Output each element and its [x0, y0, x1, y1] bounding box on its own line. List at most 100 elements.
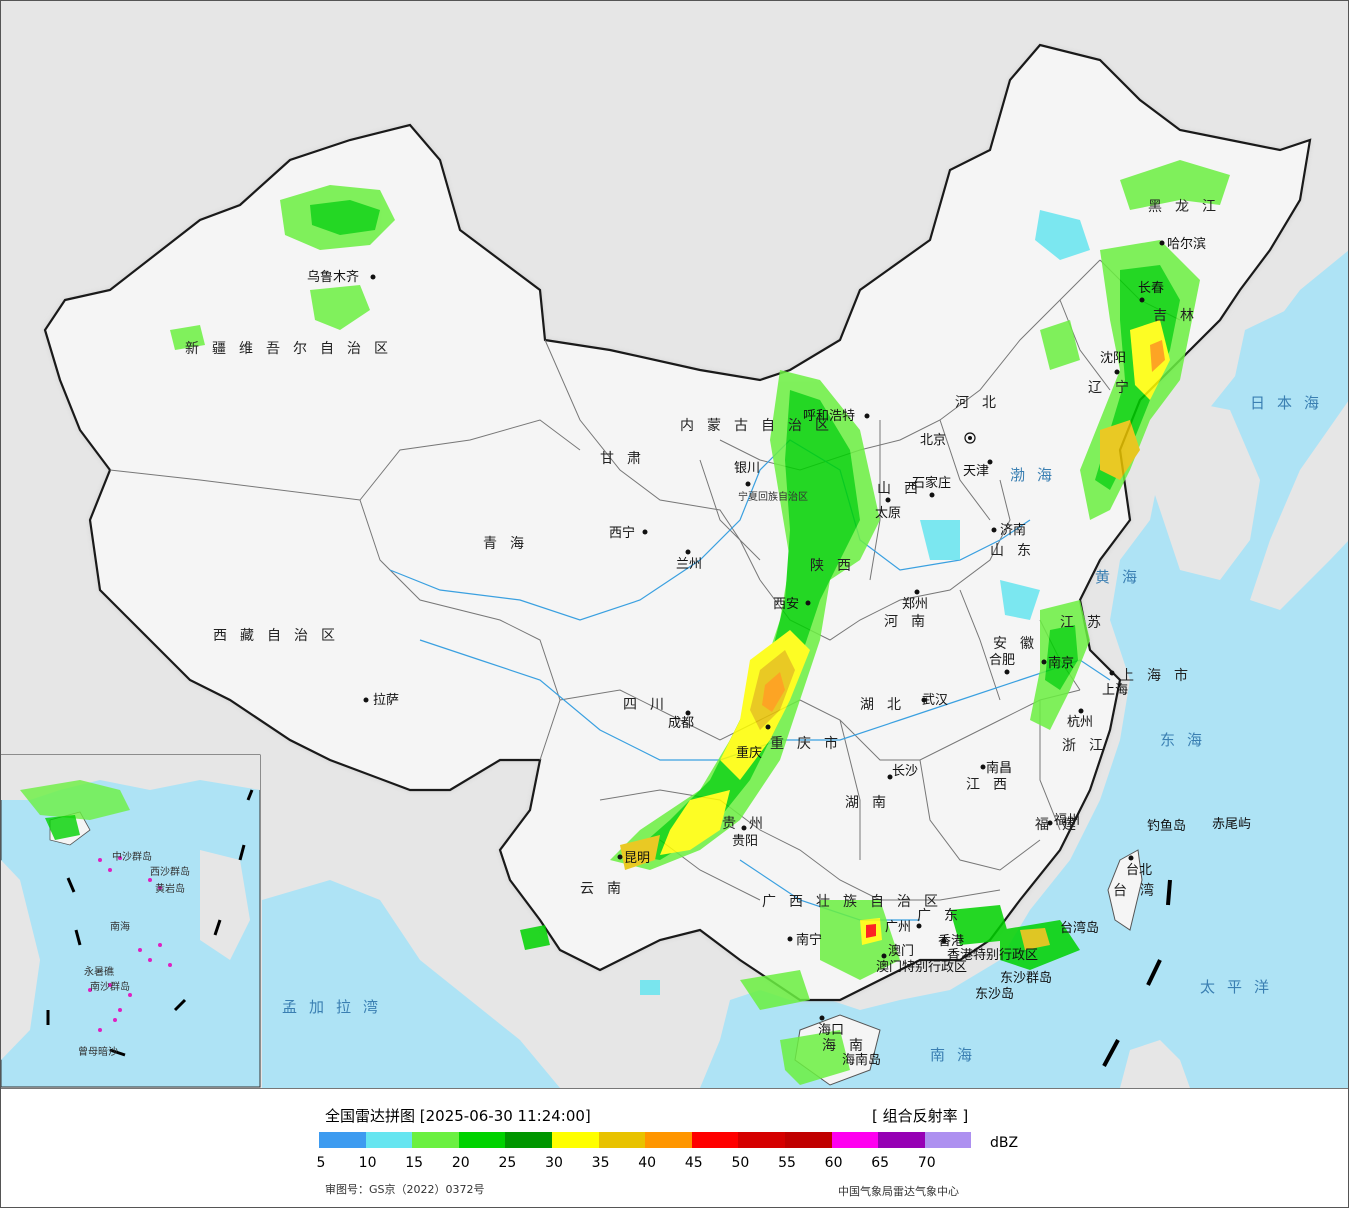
product-name: [ 组合反射率 ] — [872, 1107, 969, 1125]
label-xining: 西宁 — [609, 525, 635, 541]
label-mengjialawan: 孟加拉湾 — [282, 998, 390, 1016]
label-shaanxi: 陕西 — [810, 558, 864, 574]
legend-swatch — [319, 1132, 366, 1148]
label-xian: 西安 — [773, 597, 799, 612]
label-fuzhou: 福州 — [1054, 813, 1080, 828]
label-ningxia: 宁夏回族自治区 — [738, 490, 808, 503]
label-beijing: 北京 — [920, 433, 946, 448]
label-diaoyu: 钓鱼岛 — [1147, 818, 1186, 834]
label-lhasa: 拉萨 — [373, 693, 399, 708]
inset-label-zengmu: 曾母暗沙 — [78, 1045, 118, 1058]
label-chiwei: 赤尾屿 — [1212, 817, 1251, 832]
label-xinjiang: 新疆维吾尔自治区 — [185, 341, 401, 357]
legend-tick-label: 35 — [591, 1155, 610, 1171]
legend-tick-label: 45 — [684, 1155, 703, 1171]
inset-label-huangyan: 黄岩岛 — [155, 882, 185, 895]
label-nanhai: 南海 — [930, 1046, 984, 1064]
label-hk-sar: 香港特别行政区 — [947, 948, 1038, 963]
legend-tick-label: 60 — [824, 1155, 843, 1171]
label-nanchang: 南昌 — [986, 760, 1012, 776]
label-shijiazhuang: 石家庄 — [912, 475, 951, 491]
legend-swatch — [878, 1132, 925, 1148]
label-hainan: 海南 — [822, 1038, 876, 1054]
legend-tick-label: 30 — [545, 1155, 563, 1171]
label-macau: 澳门 — [888, 943, 914, 959]
label-taiwan: 台湾 — [1113, 882, 1167, 899]
label-wuhan: 武汉 — [922, 693, 948, 708]
label-taipingyang: 太平洋 — [1200, 978, 1281, 996]
radar-map: 南海 西沙群岛 中沙群岛 黄岩岛 南沙群岛 曾母暗沙 永暑礁 — [0, 0, 1349, 1088]
taiwan-land — [1107, 849, 1143, 931]
philippines-land — [1120, 1040, 1190, 1088]
south-china-sea-inset: 南海 西沙群岛 中沙群岛 黄岩岛 南沙群岛 曾母暗沙 永暑礁 — [0, 754, 261, 1088]
label-guangdong: 广东 — [917, 908, 971, 924]
legend-swatch — [738, 1132, 785, 1148]
inset-label-zhongsha: 中沙群岛 — [112, 850, 152, 863]
inset-label-nansha: 南沙群岛 — [90, 980, 130, 993]
legend-swatch — [412, 1132, 459, 1148]
label-henan: 河南 — [884, 614, 938, 630]
label-gansu: 甘肃 — [600, 451, 654, 467]
label-xizang: 西藏自治区 — [213, 628, 348, 644]
legend-swatch — [645, 1132, 692, 1148]
label-zhengzhou: 郑州 — [902, 597, 928, 612]
label-zhejiang: 浙江 — [1062, 738, 1116, 754]
label-guiyang: 贵阳 — [732, 834, 758, 849]
label-shanghai-province: 上海市 — [1120, 667, 1201, 684]
label-urumqi: 乌鲁木齐 — [307, 269, 359, 285]
legend-tick-label: 20 — [451, 1155, 470, 1171]
label-guizhou: 贵州 — [722, 816, 776, 832]
label-shanxi: 山西 — [877, 481, 931, 497]
label-taiyuan: 太原 — [875, 506, 901, 521]
label-liaoning: 辽宁 — [1088, 379, 1142, 396]
legend-swatch — [505, 1132, 552, 1148]
label-shanghai-city: 上海 — [1102, 683, 1128, 698]
legend-tick-label: 50 — [731, 1155, 750, 1171]
label-yunnan: 云南 — [580, 881, 634, 897]
label-huanghai: 黄海 — [1095, 568, 1149, 586]
legend-swatch — [458, 1132, 506, 1148]
legend-swatch — [365, 1132, 413, 1148]
label-hangzhou: 杭州 — [1067, 715, 1093, 730]
capital-marker — [964, 432, 976, 444]
legend-tick-label: 70 — [917, 1155, 936, 1171]
legend-tick-label: 25 — [498, 1155, 517, 1171]
legend-swatch — [691, 1132, 739, 1148]
label-jinan: 济南 — [1000, 522, 1026, 538]
legend-tick-labels: 5 10 15 20 25 30 35 40 45 50 55 60 65 70 — [317, 1155, 1019, 1173]
label-hebei: 河北 — [955, 395, 1009, 411]
label-harbin: 哈尔滨 — [1167, 236, 1206, 252]
label-qinghai: 青海 — [483, 536, 537, 552]
label-hefei: 合肥 — [989, 653, 1015, 668]
legend-swatch — [924, 1132, 972, 1148]
map-title: 全国雷达拼图 [2025-06-30 11:24:00] — [325, 1107, 591, 1125]
label-hainan-island: 海南岛 — [842, 1052, 881, 1068]
legend-tick-label: 10 — [358, 1155, 377, 1171]
legend-tick-label: 40 — [638, 1155, 657, 1171]
label-chengdu: 成都 — [668, 716, 694, 731]
korea-land — [1130, 400, 1260, 580]
label-mo-sar: 澳门特别行政区 — [876, 959, 967, 975]
label-guangzhou: 广州 — [885, 920, 911, 935]
label-sichuan: 四川 — [623, 697, 677, 713]
japan-land — [1250, 400, 1349, 610]
label-dongsha-islands: 东沙群岛 — [1000, 970, 1052, 986]
legend-swatch — [784, 1132, 832, 1148]
label-haikou: 海口 — [818, 1023, 844, 1038]
legend-swatch — [831, 1132, 879, 1148]
label-tianjin: 天津 — [963, 464, 989, 479]
label-kunming: 昆明 — [624, 851, 650, 866]
label-hohhot: 呼和浩特 — [803, 409, 855, 424]
label-shenyang: 沈阳 — [1100, 351, 1126, 366]
label-nanning: 南宁 — [796, 932, 822, 948]
label-jiangxi: 江西 — [966, 777, 1020, 793]
legend-swatch — [551, 1132, 599, 1148]
legend-panel: 全国雷达拼图 [2025-06-30 11:24:00] [ 组合反射率 ] 5… — [0, 1088, 1349, 1209]
radar-echoes — [170, 160, 1230, 1085]
label-guangxi: 广西壮族自治区 — [762, 894, 951, 910]
bay-of-bengal — [262, 880, 560, 1088]
city-markers — [363, 240, 1165, 1021]
legend-tick-label: 55 — [778, 1155, 796, 1171]
label-jilin: 吉林 — [1153, 308, 1207, 324]
label-changchun: 长春 — [1138, 281, 1164, 296]
